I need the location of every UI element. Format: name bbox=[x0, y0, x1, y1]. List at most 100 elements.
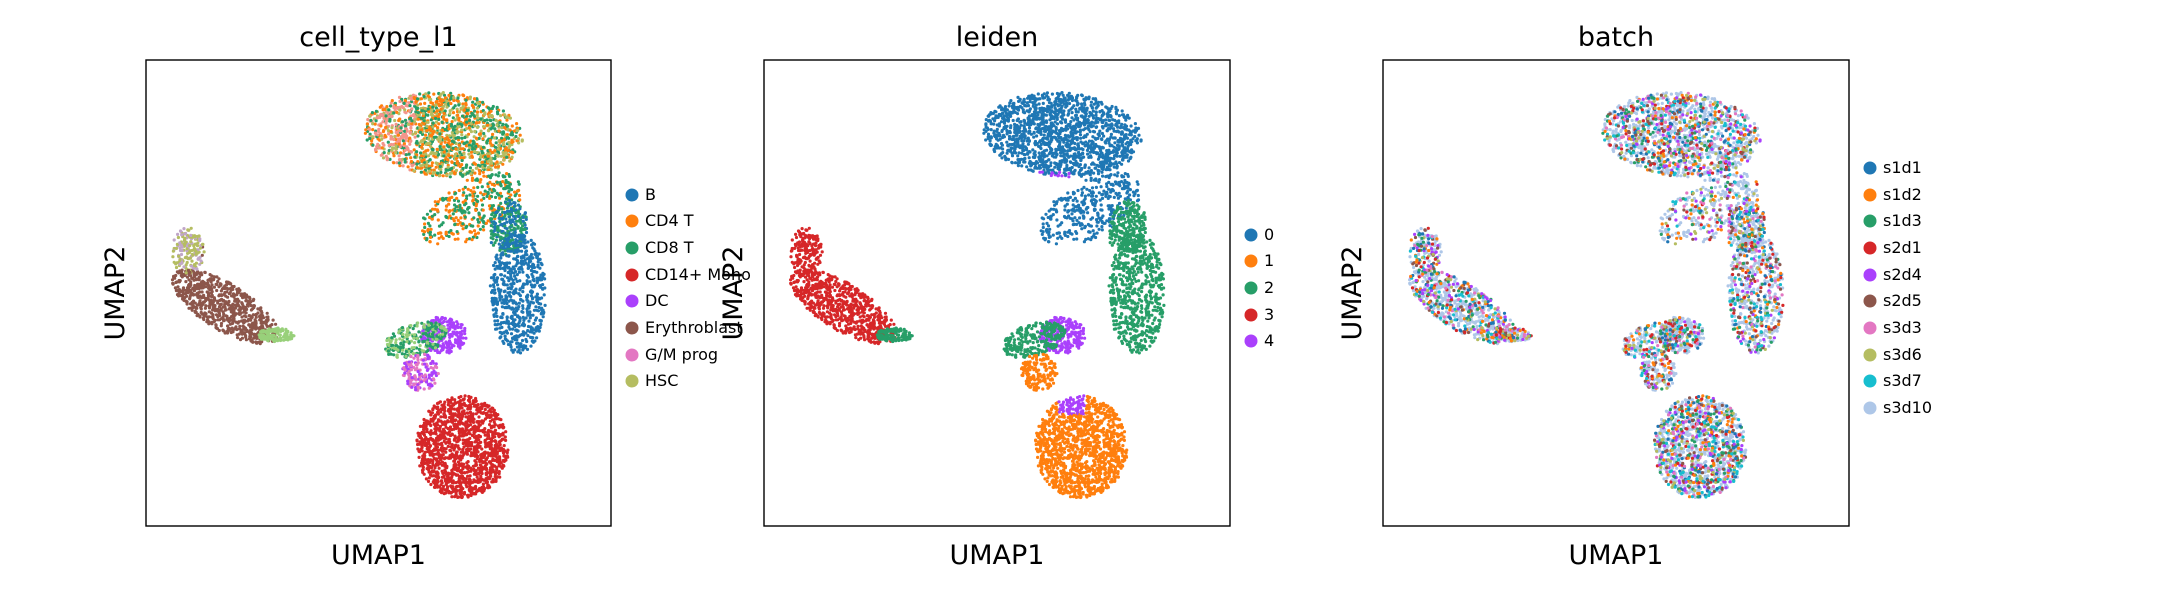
data-point bbox=[431, 101, 435, 105]
data-point bbox=[433, 124, 438, 128]
data-point bbox=[414, 100, 418, 104]
data-point bbox=[435, 473, 439, 477]
data-point bbox=[424, 365, 428, 369]
data-point bbox=[480, 419, 484, 423]
data-point bbox=[436, 242, 440, 246]
data-point bbox=[480, 203, 485, 207]
data-point bbox=[451, 212, 455, 216]
data-point bbox=[480, 447, 484, 451]
data-point bbox=[499, 321, 503, 325]
data-point bbox=[371, 143, 375, 147]
data-point bbox=[429, 348, 433, 352]
data-point bbox=[451, 116, 455, 120]
data-point bbox=[464, 98, 468, 102]
data-point bbox=[478, 440, 482, 445]
data-point bbox=[453, 237, 457, 241]
data-point bbox=[522, 323, 527, 327]
data-point bbox=[397, 345, 401, 349]
data-point bbox=[370, 111, 374, 115]
data-point bbox=[477, 101, 481, 106]
data-point bbox=[464, 240, 468, 244]
data-point bbox=[461, 104, 465, 109]
data-point bbox=[460, 414, 464, 418]
data-point bbox=[505, 254, 509, 258]
data-point bbox=[454, 147, 458, 151]
data-point bbox=[414, 363, 418, 367]
data-point bbox=[436, 171, 440, 175]
data-point bbox=[524, 230, 529, 235]
data-point bbox=[251, 340, 255, 344]
data-point bbox=[398, 108, 402, 112]
data-point bbox=[430, 469, 435, 473]
data-point bbox=[427, 169, 431, 173]
data-point bbox=[441, 115, 445, 119]
data-point bbox=[415, 150, 419, 154]
data-point bbox=[436, 137, 440, 141]
data-point bbox=[410, 346, 414, 350]
data-point bbox=[490, 182, 494, 186]
data-point bbox=[491, 132, 495, 136]
data-point bbox=[429, 413, 433, 417]
data-point bbox=[396, 133, 400, 137]
data-point bbox=[488, 148, 492, 152]
data-point bbox=[415, 153, 419, 157]
data-point bbox=[384, 114, 388, 118]
data-point bbox=[416, 321, 420, 325]
data-point bbox=[432, 319, 436, 323]
data-point bbox=[373, 122, 377, 126]
data-point bbox=[496, 233, 500, 237]
data-point bbox=[495, 300, 500, 304]
data-point bbox=[409, 324, 413, 328]
data-point bbox=[470, 176, 475, 180]
data-point bbox=[500, 331, 504, 335]
data-point bbox=[463, 326, 467, 331]
data-point bbox=[483, 134, 487, 138]
data-point bbox=[462, 403, 466, 407]
data-point bbox=[494, 308, 499, 312]
data-point bbox=[496, 225, 500, 229]
data-point bbox=[493, 417, 497, 421]
data-point bbox=[480, 402, 484, 406]
data-point bbox=[461, 102, 465, 106]
data-point bbox=[431, 148, 435, 152]
data-point bbox=[535, 298, 539, 302]
data-point bbox=[431, 407, 435, 411]
data-point bbox=[505, 454, 509, 458]
data-point bbox=[479, 453, 483, 457]
data-point bbox=[502, 282, 506, 287]
data-point bbox=[505, 283, 509, 287]
data-point bbox=[531, 264, 535, 268]
data-point bbox=[434, 116, 438, 121]
data-point bbox=[423, 450, 427, 454]
data-point bbox=[485, 433, 490, 438]
data-point bbox=[429, 417, 433, 421]
data-point bbox=[407, 376, 411, 381]
data-point bbox=[488, 138, 492, 143]
data-point bbox=[416, 431, 420, 435]
data-point bbox=[520, 139, 524, 143]
data-point bbox=[412, 113, 416, 117]
data-point bbox=[457, 477, 461, 481]
data-point bbox=[483, 112, 487, 116]
data-point bbox=[475, 408, 479, 412]
data-point bbox=[505, 118, 509, 122]
data-point bbox=[505, 261, 509, 265]
data-point bbox=[478, 459, 482, 464]
data-point bbox=[421, 358, 425, 362]
data-point bbox=[431, 371, 435, 375]
data-point bbox=[410, 385, 414, 389]
data-point bbox=[401, 151, 406, 155]
data-point bbox=[407, 363, 411, 367]
data-point bbox=[463, 394, 467, 398]
data-point bbox=[497, 171, 501, 175]
data-point bbox=[444, 214, 448, 219]
data-point bbox=[485, 411, 489, 415]
data-point bbox=[448, 175, 452, 179]
data-point bbox=[415, 141, 419, 145]
data-point bbox=[457, 188, 461, 193]
data-point bbox=[427, 386, 431, 390]
data-point bbox=[494, 165, 498, 169]
data-point bbox=[422, 158, 426, 162]
data-point bbox=[539, 273, 543, 277]
data-point bbox=[499, 315, 503, 319]
